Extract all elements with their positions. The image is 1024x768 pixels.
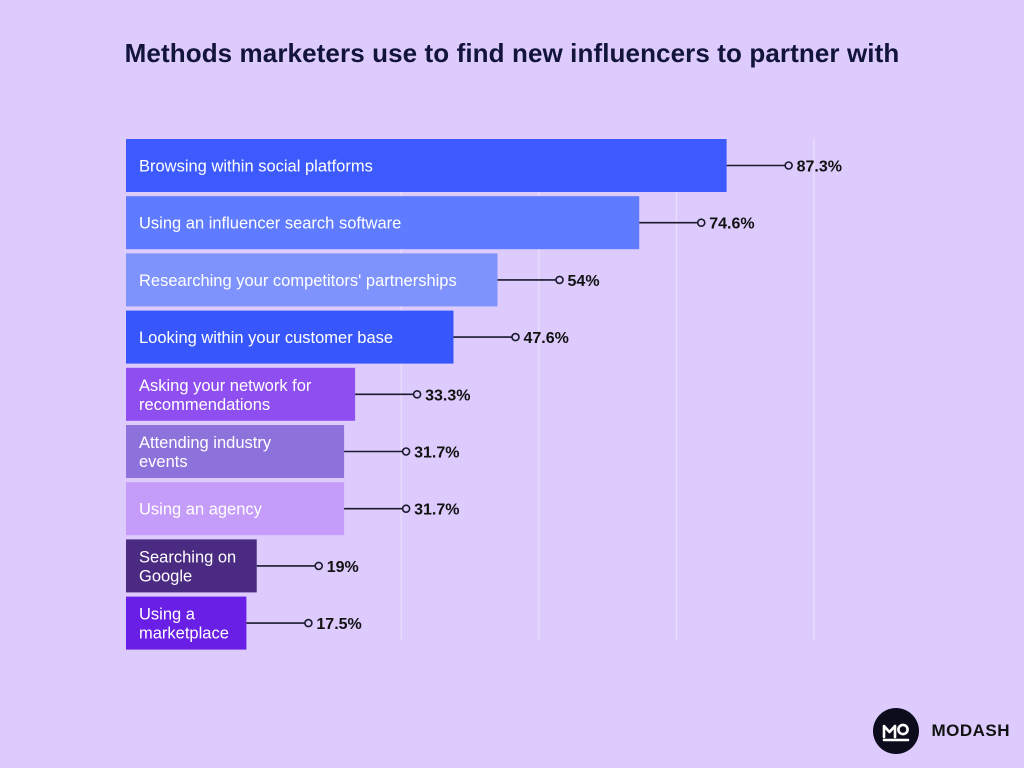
value-label: 47.6% — [523, 330, 568, 347]
bar-label: Attending industry events — [139, 434, 272, 471]
brand: MODASH — [873, 708, 1010, 754]
bar-group: Using a marketplace 17.5% — [126, 596, 362, 650]
bar-label: Researching your competitors' partnershi… — [139, 272, 457, 290]
chart-title: Methods marketers use to find new influe… — [124, 38, 900, 68]
bar — [126, 253, 498, 307]
bar — [126, 425, 345, 478]
bars: Browsing within social platforms 87.3% Usi… — [126, 139, 842, 650]
leader-dot — [696, 218, 706, 227]
bar-group: Researching your competitors' partnershi… — [126, 253, 600, 307]
leader-dot — [304, 618, 313, 628]
bar-group: Using an agency 31.7% — [126, 482, 459, 536]
bar-label: Using an agency — [139, 501, 263, 519]
leader-dot — [784, 161, 793, 170]
bar-group: Looking within your customer base 47.6% — [126, 310, 569, 364]
bar-label: Asking your network for recommendations — [139, 377, 312, 414]
leader-dot — [511, 332, 520, 342]
bar-label: Browsing within social platforms — [139, 158, 373, 176]
value-label: 33.3% — [425, 387, 470, 404]
value-label: 87.3% — [797, 159, 842, 176]
bar-label: Searching on Google — [139, 548, 236, 585]
bar-group: Using an influencer search software 74.6% — [126, 196, 755, 250]
leader-dot — [555, 275, 564, 285]
value-label: 74.6% — [709, 216, 754, 233]
leader-dot — [412, 389, 422, 399]
bar-label: Looking within your customer base — [139, 329, 393, 347]
bar-label: Using a marketplace — [139, 606, 229, 643]
bar — [126, 596, 247, 650]
bar-group: Attending industry events 31.7% — [126, 425, 459, 478]
bar — [126, 196, 640, 250]
value-label: 19% — [327, 559, 359, 576]
modash-logo-icon — [873, 708, 920, 754]
bar — [126, 539, 257, 593]
leader-dot — [401, 504, 411, 514]
bar — [126, 482, 345, 536]
value-label: 17.5% — [316, 616, 361, 633]
leader-dot — [401, 447, 411, 456]
bar — [126, 139, 727, 192]
bar-group: Browsing within social platforms 87.3% — [126, 139, 842, 192]
value-label: 54% — [568, 273, 600, 290]
bar-group: Searching on Google 19% — [126, 539, 359, 593]
bar — [126, 310, 454, 364]
leader-dot — [314, 561, 324, 571]
bar-label: Using an influencer search software — [139, 215, 401, 233]
brand-name: MODASH — [931, 721, 1010, 740]
value-label: 31.7% — [414, 445, 459, 462]
bar — [126, 367, 356, 421]
bar-group: Asking your network for recommendations 33… — [126, 367, 470, 421]
value-label: 31.7% — [414, 502, 459, 519]
